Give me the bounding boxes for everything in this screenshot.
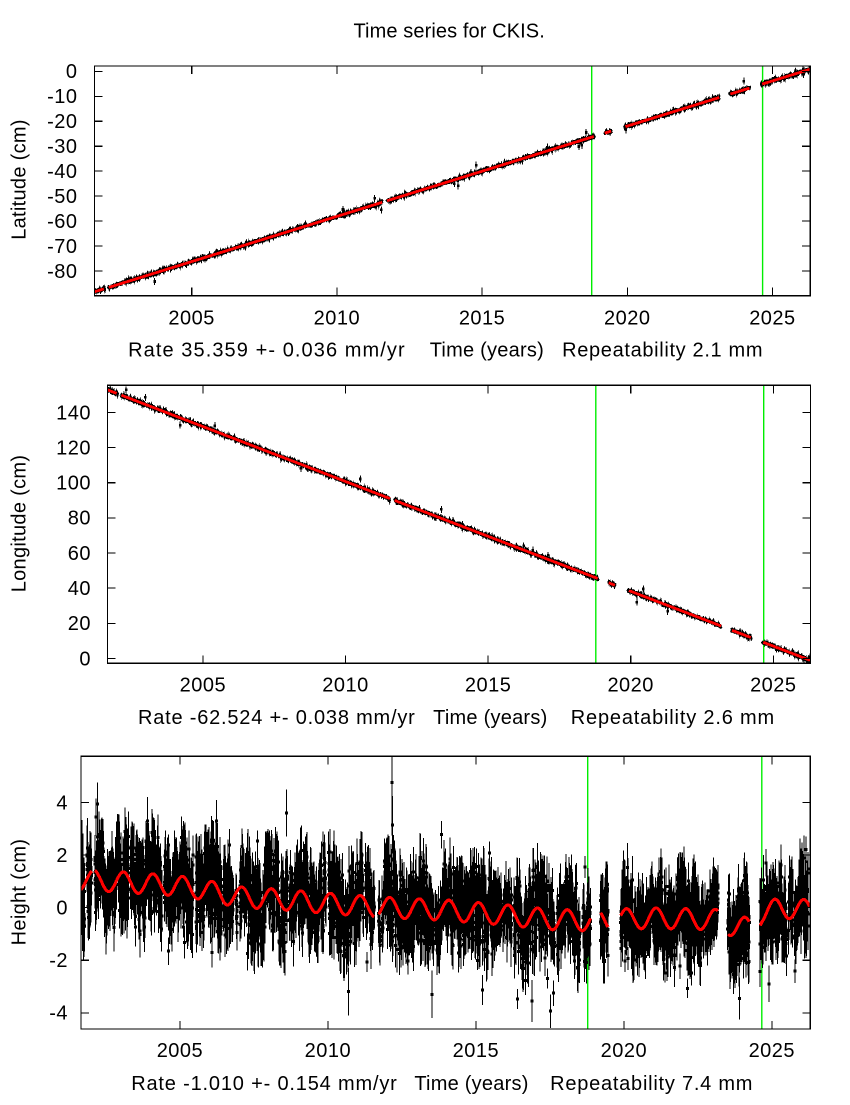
svg-text:2020: 2020 bbox=[601, 1040, 648, 1062]
svg-text:-40: -40 bbox=[47, 161, 77, 183]
svg-text:4: 4 bbox=[56, 792, 68, 814]
svg-text:Longitude (cm): Longitude (cm) bbox=[9, 455, 31, 593]
svg-text:Time (years): Time (years) bbox=[433, 707, 547, 729]
svg-text:40: 40 bbox=[68, 578, 91, 600]
svg-text:-60: -60 bbox=[47, 211, 77, 233]
svg-text:Time (years): Time (years) bbox=[430, 340, 544, 362]
svg-text:80: 80 bbox=[68, 508, 91, 530]
svg-text:140: 140 bbox=[56, 402, 91, 424]
svg-text:Time series for CKIS.: Time series for CKIS. bbox=[353, 21, 544, 43]
svg-text:2025: 2025 bbox=[750, 674, 797, 696]
svg-text:0: 0 bbox=[56, 898, 68, 920]
svg-text:2025: 2025 bbox=[749, 307, 796, 329]
svg-text:2005: 2005 bbox=[180, 674, 227, 696]
svg-text:Time (years): Time (years) bbox=[414, 1073, 528, 1095]
svg-text:100: 100 bbox=[56, 473, 91, 495]
svg-text:120: 120 bbox=[56, 437, 91, 459]
svg-text:-20: -20 bbox=[47, 111, 77, 133]
svg-text:-2: -2 bbox=[49, 950, 68, 972]
svg-text:2005: 2005 bbox=[168, 307, 215, 329]
svg-text:2005: 2005 bbox=[157, 1040, 204, 1062]
svg-text:2: 2 bbox=[56, 845, 68, 867]
svg-text:-70: -70 bbox=[47, 236, 77, 258]
svg-text:20: 20 bbox=[68, 613, 91, 635]
svg-text:-80: -80 bbox=[47, 261, 77, 283]
svg-text:2015: 2015 bbox=[465, 674, 512, 696]
svg-text:Rate -62.524 +- 0.038 mm/yr: Rate -62.524 +- 0.038 mm/yr bbox=[138, 707, 416, 729]
svg-text:2010: 2010 bbox=[314, 307, 361, 329]
svg-text:Rate -1.010 +- 0.154 mm/yr: Rate -1.010 +- 0.154 mm/yr bbox=[131, 1073, 397, 1095]
svg-text:2010: 2010 bbox=[305, 1040, 352, 1062]
svg-text:0: 0 bbox=[79, 648, 91, 670]
svg-text:2010: 2010 bbox=[322, 674, 369, 696]
svg-text:Latitude (cm): Latitude (cm) bbox=[9, 119, 31, 240]
svg-text:Repeatability 2.6 mm: Repeatability 2.6 mm bbox=[571, 707, 775, 729]
svg-text:-10: -10 bbox=[47, 86, 77, 108]
svg-text:2020: 2020 bbox=[607, 674, 654, 696]
svg-text:Repeatability 2.1 mm: Repeatability 2.1 mm bbox=[562, 340, 763, 362]
svg-text:2015: 2015 bbox=[459, 307, 506, 329]
svg-text:Rate 35.359 +- 0.036 mm/yr: Rate 35.359 +- 0.036 mm/yr bbox=[128, 340, 406, 362]
svg-text:0: 0 bbox=[66, 61, 78, 83]
svg-text:-50: -50 bbox=[47, 186, 77, 208]
svg-text:-30: -30 bbox=[47, 136, 77, 158]
svg-text:60: 60 bbox=[68, 543, 91, 565]
svg-text:2015: 2015 bbox=[453, 1040, 500, 1062]
svg-text:-4: -4 bbox=[49, 1003, 68, 1025]
svg-text:2025: 2025 bbox=[749, 1040, 796, 1062]
svg-text:2020: 2020 bbox=[604, 307, 651, 329]
svg-text:Height (cm): Height (cm) bbox=[9, 839, 31, 946]
svg-text:Repeatability 7.4 mm: Repeatability 7.4 mm bbox=[550, 1073, 753, 1095]
